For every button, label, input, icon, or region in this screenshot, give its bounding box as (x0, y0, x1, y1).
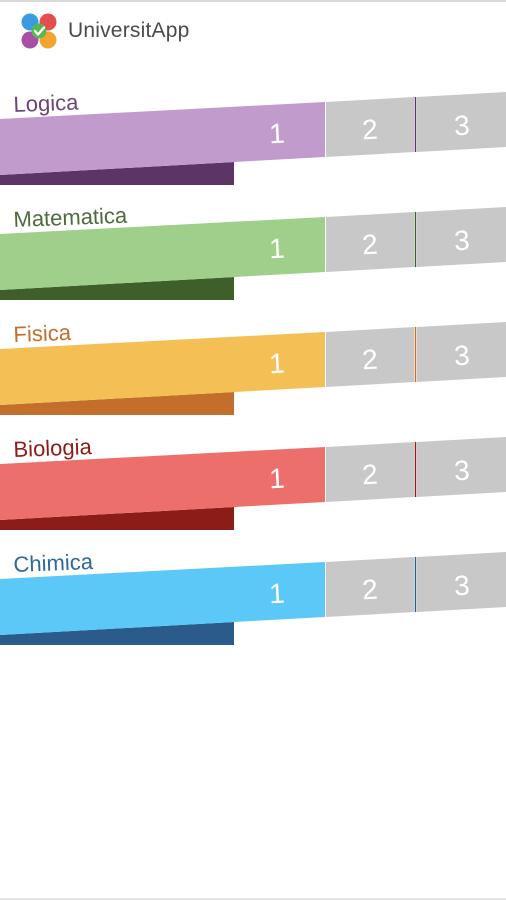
level-1-button[interactable] (0, 102, 325, 175)
level-3-label: 3 (453, 569, 471, 602)
level-2-button[interactable] (326, 97, 414, 157)
level-2-label: 2 (361, 343, 379, 376)
level-3-label: 3 (453, 224, 471, 257)
level-1-button[interactable] (0, 562, 325, 635)
level-1-label: 1 (268, 232, 286, 265)
subject-logica[interactable]: Logica 1 2 3 (0, 90, 506, 210)
level-1-button[interactable] (0, 332, 325, 405)
subject-level-band (0, 322, 506, 415)
subject-matematica[interactable]: Matematica 1 2 3 (0, 203, 506, 325)
level-3-label: 3 (453, 339, 471, 372)
level-3-button[interactable] (417, 437, 506, 497)
bottom-divider (0, 898, 506, 900)
subject-level-band (0, 92, 506, 185)
level-1-label: 1 (268, 117, 286, 150)
level-3-button[interactable] (417, 322, 506, 382)
level-2-button[interactable] (326, 557, 414, 617)
level-3-button[interactable] (417, 92, 506, 152)
level-2-label: 2 (361, 113, 379, 146)
status-divider (0, 0, 506, 2)
subject-shadow (0, 622, 234, 645)
level-1-label: 1 (268, 577, 286, 610)
app-title: UniversitApp (68, 19, 190, 42)
subject-shadow (0, 507, 234, 530)
level-1-label: 1 (268, 462, 286, 495)
level-3-label: 3 (453, 454, 471, 487)
subject-level-band (0, 207, 506, 300)
subject-shadow (0, 277, 234, 300)
level-3-button[interactable] (417, 207, 506, 267)
level-1-button[interactable] (0, 217, 325, 290)
level-2-button[interactable] (326, 212, 414, 272)
level-2-button[interactable] (326, 327, 414, 387)
subject-level-band (0, 437, 506, 530)
level-1-button[interactable] (0, 447, 325, 520)
level-2-button[interactable] (326, 442, 414, 502)
app-bar: UniversitApp (0, 2, 506, 62)
subject-biologia[interactable]: Biologia 1 2 3 (0, 434, 506, 555)
subject-fisica[interactable]: Fisica 1 2 3 (0, 320, 506, 440)
app-logo-icon (21, 13, 57, 49)
level-2-label: 2 (361, 458, 379, 491)
subject-level-band (0, 552, 506, 645)
level-3-button[interactable] (417, 552, 506, 612)
subject-shadow (0, 162, 234, 185)
level-1-label: 1 (268, 347, 286, 380)
level-2-label: 2 (361, 228, 379, 261)
subject-shadow (0, 392, 234, 415)
level-3-label: 3 (453, 109, 471, 142)
level-2-label: 2 (361, 573, 379, 606)
subject-chimica[interactable]: Chimica 1 2 3 (0, 549, 506, 670)
